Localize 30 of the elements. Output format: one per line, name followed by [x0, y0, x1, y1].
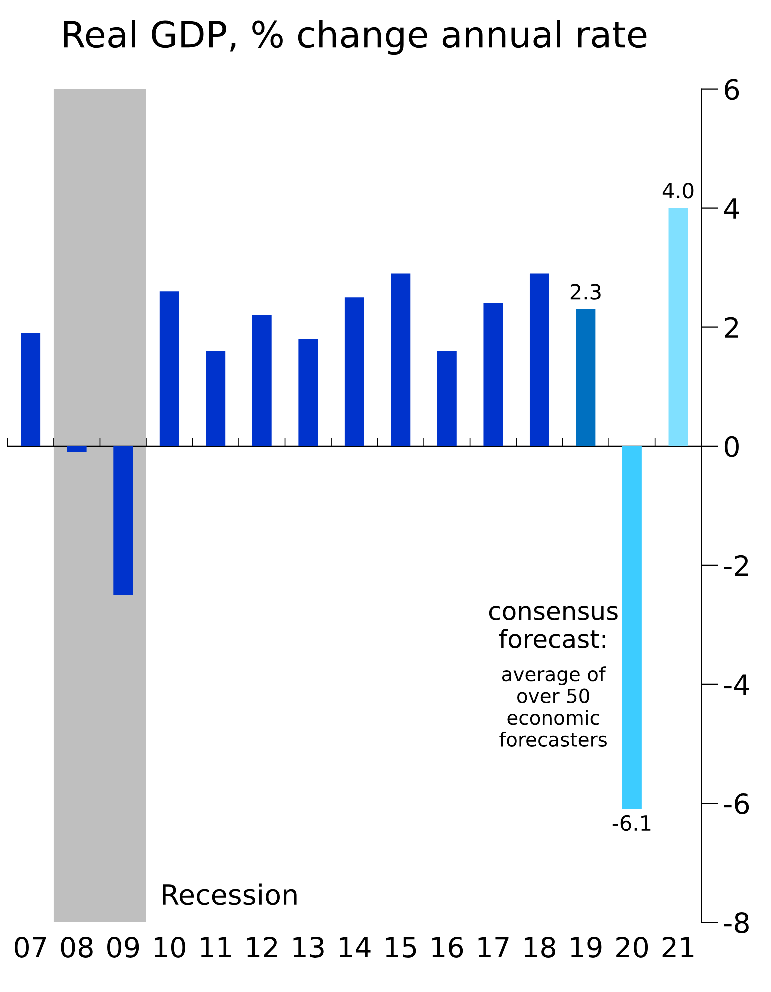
x-tick-label: 11 — [201, 937, 231, 958]
x-tick-label: 16 — [432, 936, 464, 958]
x-tick-label: 10 — [155, 936, 186, 958]
annotation: average of over 50 economic forecasters — [500, 666, 607, 747]
y-tick-label: -6 — [724, 793, 750, 814]
data-label: 4.0 — [662, 182, 694, 199]
x-tick-label: 20 — [616, 936, 648, 958]
x-tick-label: 19 — [571, 936, 602, 958]
data-label: 2.3 — [570, 284, 601, 300]
x-tick-label: 12 — [248, 936, 278, 958]
y-tick-label: -4 — [724, 674, 750, 696]
y-tick-label: -8 — [724, 912, 749, 934]
y-tick-label: 2 — [725, 317, 738, 338]
y-tick-label: 6 — [725, 79, 740, 100]
y-tick-label: 4 — [724, 198, 740, 219]
x-tick-label: 09 — [108, 936, 140, 958]
y-tick-label: -2 — [724, 555, 748, 576]
annotation: consensus forecast: — [489, 606, 618, 648]
y-tick-label: 0 — [724, 436, 739, 458]
chart-title: Real GDP, % change annual rate — [64, 20, 647, 56]
x-tick-label: 08 — [61, 936, 93, 958]
x-tick-label: 13 — [294, 936, 324, 958]
x-tick-label: 15 — [386, 937, 416, 958]
x-tick-label: 17 — [478, 937, 509, 958]
data-label: -6.1 — [612, 815, 651, 832]
x-tick-label: 14 — [340, 937, 371, 958]
x-tick-label: 18 — [525, 936, 556, 958]
x-tick-label: 21 — [662, 936, 694, 958]
band-label: Recession — [163, 884, 297, 906]
x-tick-label: 07 — [15, 936, 46, 958]
